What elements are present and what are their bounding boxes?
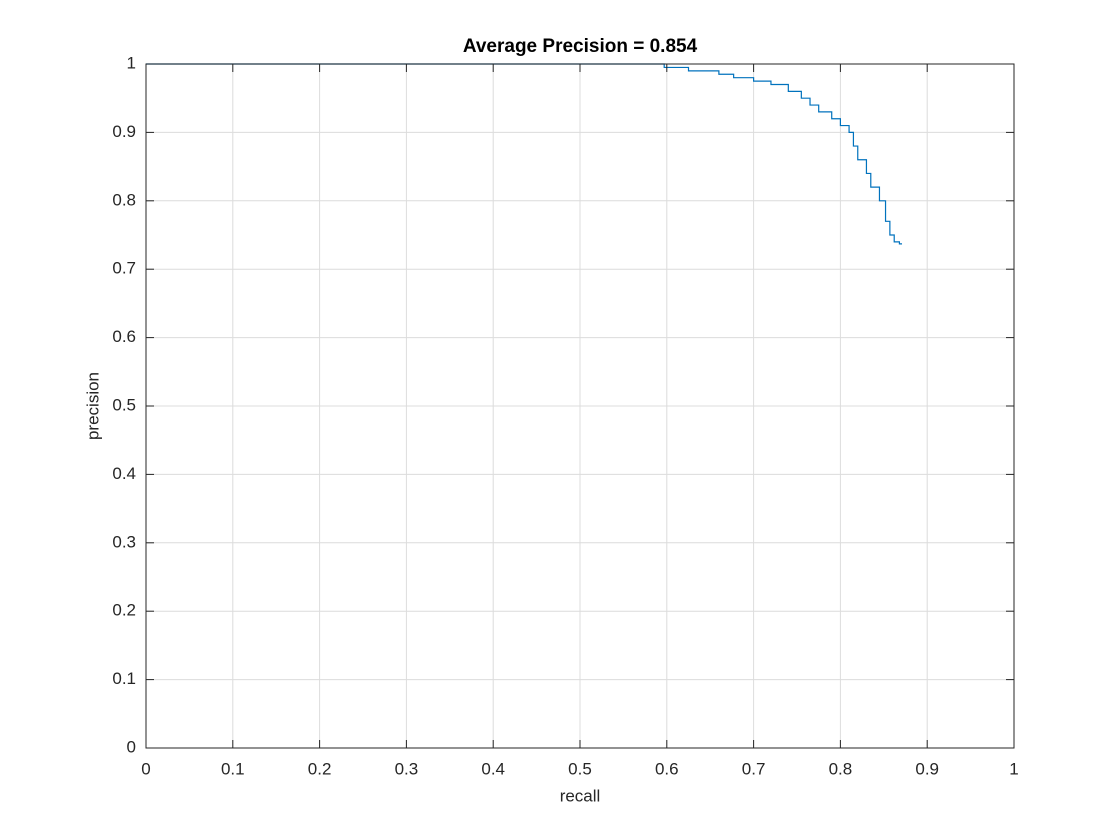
x-tick-label: 0.9 <box>915 759 939 778</box>
y-tick-label: 1 <box>127 53 136 72</box>
x-tick-label: 0.6 <box>655 759 679 778</box>
x-tick-label: 0.7 <box>742 759 766 778</box>
y-tick-label: 0.8 <box>112 190 136 209</box>
y-tick-label: 0.1 <box>112 669 136 688</box>
y-tick-label: 0.9 <box>112 122 136 141</box>
x-tick-label: 0.1 <box>221 759 245 778</box>
plot-area <box>146 63 903 245</box>
chart-title: Average Precision = 0.854 <box>463 36 698 57</box>
y-axis-label: precision <box>83 372 102 440</box>
x-tick-label: 0.5 <box>568 759 592 778</box>
pr-curve <box>146 63 903 245</box>
grid <box>145 63 1015 749</box>
x-tick-label: 0.8 <box>829 759 853 778</box>
y-tick-label: 0.6 <box>112 327 136 346</box>
x-tick-label: 0.4 <box>481 759 505 778</box>
x-tick-label: 1 <box>1009 759 1018 778</box>
x-tick-label: 0 <box>141 759 150 778</box>
x-axis-label: recall <box>560 786 601 805</box>
y-tick-label: 0 <box>127 737 136 756</box>
x-tick-label: 0.2 <box>308 759 332 778</box>
y-tick-label: 0.2 <box>112 601 136 620</box>
y-tick-label: 0.5 <box>112 395 136 414</box>
y-tick-label: 0.4 <box>112 464 136 483</box>
x-tick-label: 0.3 <box>395 759 419 778</box>
y-tick-label: 0.7 <box>112 259 136 278</box>
y-tick-label: 0.3 <box>112 532 136 551</box>
